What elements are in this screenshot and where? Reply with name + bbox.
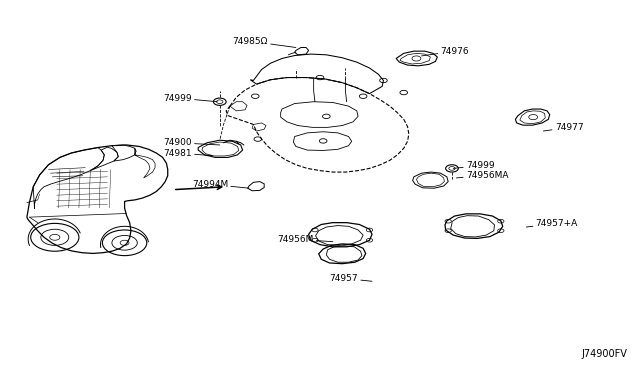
Text: 74994M: 74994M: [192, 180, 249, 189]
Text: 74985Ω: 74985Ω: [232, 37, 296, 48]
Text: 74957+A: 74957+A: [526, 219, 578, 228]
Text: 74977: 74977: [543, 123, 584, 132]
Text: J74900FV: J74900FV: [582, 349, 628, 359]
Text: 74981: 74981: [163, 148, 212, 157]
Text: 74999: 74999: [163, 93, 217, 103]
Text: 74957: 74957: [330, 274, 372, 283]
Text: 74900: 74900: [163, 138, 220, 147]
Text: 74976: 74976: [422, 46, 469, 56]
Text: 74956MA: 74956MA: [456, 170, 508, 180]
Text: 74956M: 74956M: [277, 235, 333, 244]
Text: 74999: 74999: [453, 161, 495, 170]
